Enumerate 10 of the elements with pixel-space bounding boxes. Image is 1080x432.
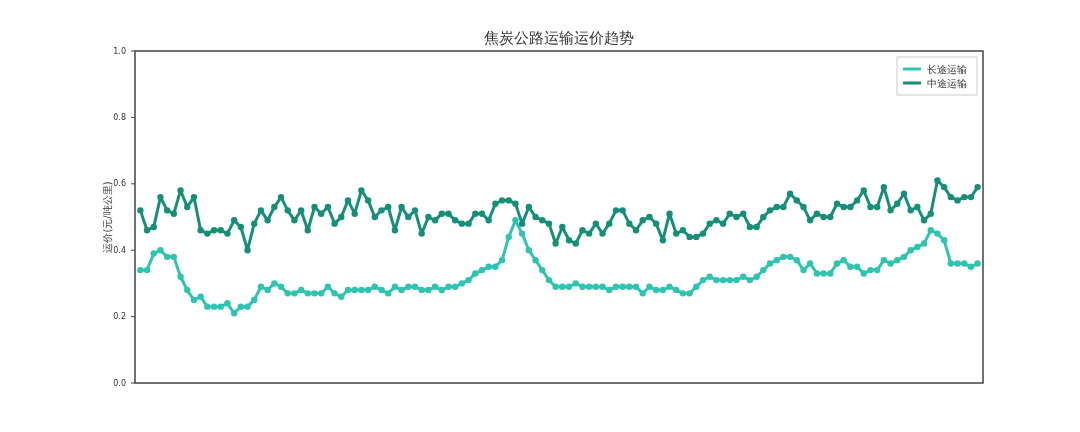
y-tick-label: 0.6 xyxy=(113,179,126,189)
legend-label: 中途运输 xyxy=(927,77,967,89)
y-tick-label: 0.8 xyxy=(113,112,126,122)
y-tick-label: 0.0 xyxy=(113,378,126,388)
y-tick-label: 1.0 xyxy=(113,46,126,56)
y-tick-label: 0.2 xyxy=(113,312,126,322)
y-axis-title: 运价(元/吨公里) xyxy=(102,181,113,253)
chart-title: 焦炭公路运输运价趋势 xyxy=(484,29,634,47)
legend-label: 长途运输 xyxy=(927,63,967,75)
y-tick-label: 0.4 xyxy=(113,245,126,255)
